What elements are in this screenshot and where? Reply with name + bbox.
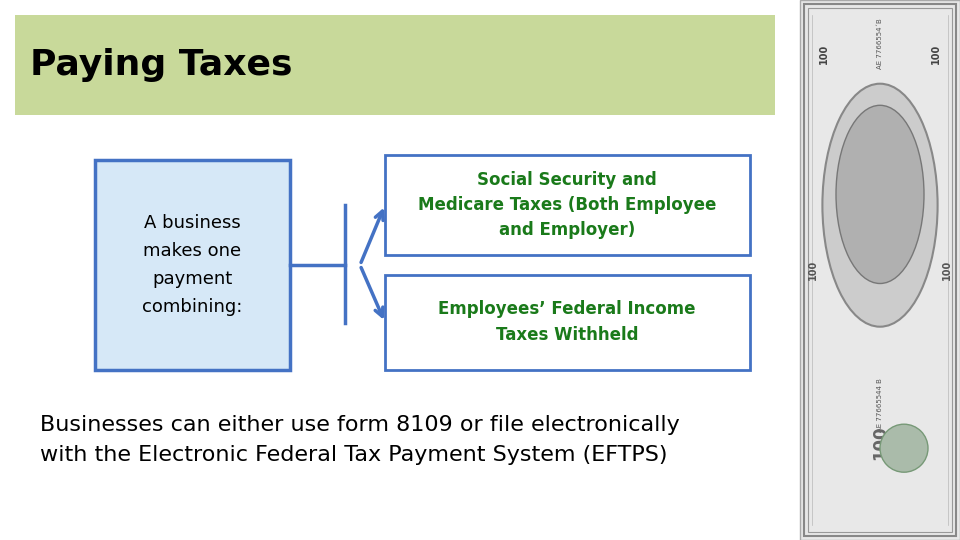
FancyBboxPatch shape: [95, 160, 290, 370]
Ellipse shape: [823, 84, 938, 327]
Text: AE 77665544 B: AE 77665544 B: [877, 378, 883, 432]
Text: 100: 100: [871, 426, 889, 460]
Text: 100: 100: [942, 260, 952, 280]
Text: Businesses can either use form 8109 or file electronically
with the Electronic F: Businesses can either use form 8109 or f…: [40, 415, 680, 465]
Text: 100: 100: [819, 44, 829, 64]
FancyBboxPatch shape: [15, 15, 775, 115]
Text: A business
makes one
payment
combining:: A business makes one payment combining:: [142, 214, 242, 316]
Ellipse shape: [836, 105, 924, 284]
FancyBboxPatch shape: [800, 0, 960, 540]
Text: 100: 100: [807, 260, 818, 280]
Text: AE 7766554´B: AE 7766554´B: [877, 18, 883, 69]
Text: Paying Taxes: Paying Taxes: [30, 48, 293, 82]
Text: Social Security and
Medicare Taxes (Both Employee
and Employer): Social Security and Medicare Taxes (Both…: [418, 171, 716, 239]
FancyBboxPatch shape: [385, 155, 750, 255]
Text: Employees’ Federal Income
Taxes Withheld: Employees’ Federal Income Taxes Withheld: [439, 300, 696, 343]
FancyBboxPatch shape: [385, 275, 750, 370]
Circle shape: [880, 424, 928, 472]
Text: 100: 100: [931, 44, 941, 64]
